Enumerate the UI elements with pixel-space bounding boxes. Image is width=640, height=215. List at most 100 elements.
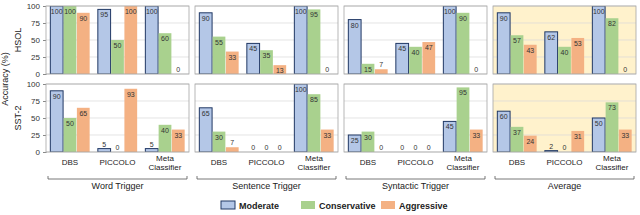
bar [159,33,172,74]
category-label: MetaClassifier [298,154,331,172]
panel: 80451001540907470 [344,6,487,74]
data-label: 100 [51,8,63,15]
bar [98,149,111,152]
data-label: 0 [176,66,180,73]
data-label: 65 [202,110,210,117]
data-label: 0 [265,144,269,151]
data-labels: 6025037073243133 [500,104,629,151]
bracket-line [48,176,187,179]
bar [50,91,63,152]
tick-mark [43,152,46,153]
bar [308,9,321,74]
bars [199,84,333,152]
grid-line [493,101,636,102]
bar [145,149,158,152]
data-label: 5 [150,141,154,148]
data-label: 95 [459,89,467,96]
data-label: 40 [561,49,569,56]
data-label: 33 [621,132,629,139]
bar [457,13,470,74]
bar [260,50,273,74]
bar [64,118,77,152]
panel-background [344,84,487,152]
tick-mark [43,57,46,58]
data-label: 95 [100,11,108,18]
panel-bracket [346,176,485,179]
tick: 50 [31,114,46,123]
data-label: 93 [127,91,135,98]
bar [159,125,172,152]
data-label: 90 [500,15,508,22]
panel-background [195,84,338,152]
tick-label: 25 [31,53,40,62]
category-label-part: Classifier [149,163,182,172]
data-label: 80 [351,22,359,29]
bar [497,111,510,152]
panel: 6025037073243133 [493,84,636,152]
data-label: 60 [161,35,169,42]
bars [348,87,482,152]
bar [77,13,90,74]
legend-swatch [381,201,395,209]
bar [294,84,307,152]
tick-mark [43,6,46,7]
data-label: 37 [513,129,521,136]
data-label: 0 [563,144,567,151]
bar [592,6,605,74]
data-labels: 904510055359533130 [202,8,330,74]
bar [592,118,605,152]
bar [362,132,375,152]
bars [497,6,618,74]
category-label-part: Classifier [596,163,629,172]
bar [470,130,483,152]
data-label: 55 [215,39,223,46]
data-labels: 906210057408243530 [500,8,628,73]
panel-background [46,84,189,152]
legend-label: Aggressive [399,201,448,211]
category-label-part: Meta [305,154,323,163]
category-label: MetaClassifier [447,154,480,172]
data-label: 0 [414,144,418,151]
bar [524,136,537,152]
data-label: 73 [608,104,616,111]
panel: 905550040659333 [46,84,189,152]
bar [606,102,619,152]
data-label: 50 [66,120,74,127]
panel-frame [344,84,487,152]
data-label: 0 [400,144,404,151]
bar [247,43,260,74]
category-label: MetaClassifier [596,154,629,172]
bars [50,89,184,152]
tick-label: 0 [36,70,41,79]
row: HSOL025507510010095100100506090100090451… [13,2,636,79]
data-label: 7 [230,139,234,146]
bar [443,6,456,74]
panel-background [493,84,636,152]
category-label-part: DBS [509,158,525,167]
bar [199,108,212,152]
bar [606,18,619,74]
panel-bracket [48,176,187,179]
row-label: SST-2 [13,105,23,130]
tick-label: 75 [31,97,40,106]
tick-mark [43,23,46,24]
data-label: 0 [325,66,329,73]
data-label: 90 [79,15,87,22]
bar [50,6,63,74]
bar [422,42,435,74]
tick-label: 100 [27,80,41,89]
data-label: 90 [202,15,210,22]
data-label: 62 [547,34,555,41]
bar [98,9,111,74]
bar [545,32,558,74]
data-label: 0 [379,144,383,151]
data-label: 33 [323,132,331,139]
tick-mark [43,74,46,75]
category-label: DBS [360,158,376,167]
panel-frame [493,84,636,152]
data-labels: 100951001005060901000 [51,8,180,73]
category-label: PICCOLO [546,158,582,167]
row: SST-20255075100905550040659333DBSPICCOLO… [13,80,636,172]
data-label: 0 [251,144,255,151]
bar [619,130,632,152]
